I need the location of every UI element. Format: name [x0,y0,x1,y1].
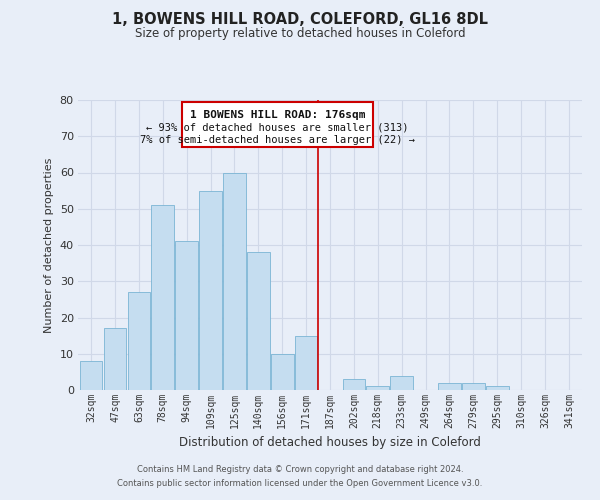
Text: 1, BOWENS HILL ROAD, COLEFORD, GL16 8DL: 1, BOWENS HILL ROAD, COLEFORD, GL16 8DL [112,12,488,28]
Bar [128,292,150,390]
Bar [199,190,222,390]
Text: 7% of semi-detached houses are larger (22) →: 7% of semi-detached houses are larger (2… [140,135,415,145]
Y-axis label: Number of detached properties: Number of detached properties [44,158,54,332]
Bar [175,242,198,390]
Bar [438,383,461,390]
Text: Size of property relative to detached houses in Coleford: Size of property relative to detached ho… [134,28,466,40]
Text: ← 93% of detached houses are smaller (313): ← 93% of detached houses are smaller (31… [146,123,409,133]
Bar [486,386,509,390]
Bar [391,376,413,390]
Bar [247,252,269,390]
Bar [80,361,103,390]
Bar [343,379,365,390]
Bar [223,172,246,390]
Bar [104,328,127,390]
Text: Distribution of detached houses by size in Coleford: Distribution of detached houses by size … [179,436,481,449]
Bar [462,383,485,390]
Text: 1 BOWENS HILL ROAD: 176sqm: 1 BOWENS HILL ROAD: 176sqm [190,110,365,120]
Bar [367,386,389,390]
Bar [271,354,293,390]
Bar [151,205,174,390]
FancyBboxPatch shape [182,102,373,147]
Text: Contains HM Land Registry data © Crown copyright and database right 2024.
Contai: Contains HM Land Registry data © Crown c… [118,466,482,487]
Bar [295,336,317,390]
